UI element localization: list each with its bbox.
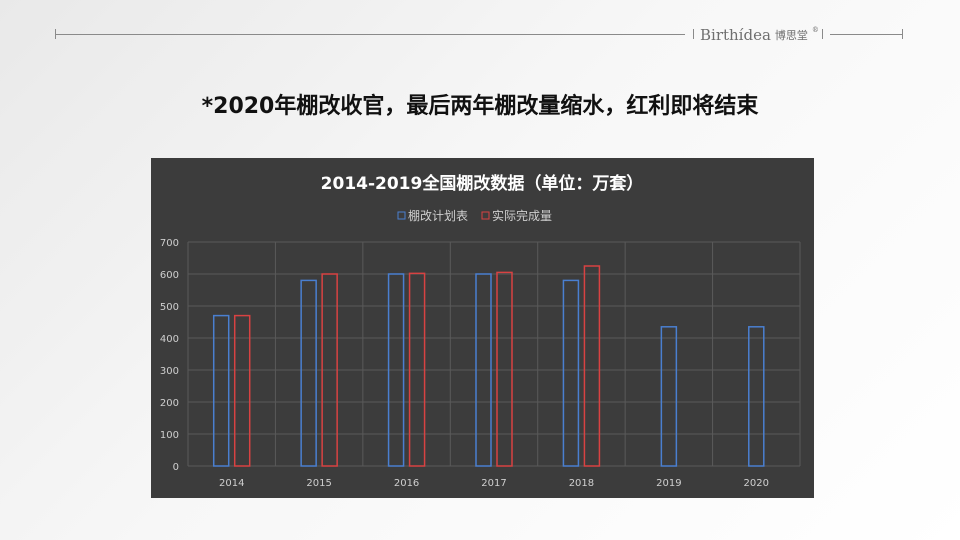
bar-actual-2016 bbox=[408, 272, 426, 467]
chart-panel: 2014-2019全国棚改数据（单位：万套） 棚改计划表 实际完成量 0 100 200 3… bbox=[151, 158, 814, 498]
x-tick-label: 2020 bbox=[744, 478, 769, 489]
chart-title: 2014-2019全国棚改数据（单位：万套） bbox=[321, 173, 644, 194]
bar-actual-2017 bbox=[496, 271, 513, 467]
x-tick-label: 2015 bbox=[306, 478, 331, 489]
x-tick-label: 2016 bbox=[394, 478, 419, 489]
y-tick-label: 500 bbox=[160, 302, 179, 313]
bar-plan-2020 bbox=[748, 326, 765, 467]
x-tick-label: 2017 bbox=[481, 478, 506, 489]
slide-title: *2020年棚改收官，最后两年棚改量缩水，红利即将结束 bbox=[201, 94, 759, 119]
x-tick-label: 2018 bbox=[569, 478, 594, 489]
bar-plan-2019 bbox=[660, 326, 678, 467]
x-tick-label: 2019 bbox=[656, 478, 681, 489]
bar-chart: 2014-2019全国棚改数据（单位：万套） 棚改计划表 实际完成量 0 100 200 3… bbox=[160, 173, 801, 489]
bar-actual-2018 bbox=[583, 265, 601, 467]
header-tick-brand-right bbox=[822, 29, 823, 39]
brand-cn: 博思堂 bbox=[774, 29, 808, 42]
brand-latin: Birthídea bbox=[700, 26, 771, 44]
bar-plan-2016 bbox=[387, 273, 405, 467]
y-tick-label: 300 bbox=[160, 366, 179, 377]
bar-plan-2014 bbox=[212, 314, 230, 467]
legend-label-2: 实际完成量 bbox=[492, 208, 552, 223]
legend-swatch-2 bbox=[481, 211, 490, 220]
x-tick-label: 2014 bbox=[219, 478, 244, 489]
brand-mark: ® bbox=[811, 26, 819, 34]
bar-plan-2018 bbox=[562, 279, 580, 467]
bar-plan-2017 bbox=[475, 273, 492, 467]
header-tick-right bbox=[902, 29, 903, 39]
legend-label-1: 棚改计划表 bbox=[408, 208, 468, 223]
y-tick-label: 200 bbox=[160, 398, 179, 409]
header-tick-brand-left bbox=[693, 29, 694, 39]
header-tick-left bbox=[55, 29, 56, 39]
y-tick-label: 0 bbox=[173, 462, 179, 473]
bar-actual-2014 bbox=[233, 314, 251, 467]
bar-plan-2015 bbox=[300, 279, 317, 467]
y-tick-label: 700 bbox=[160, 238, 179, 249]
legend-swatch-1 bbox=[397, 211, 406, 220]
brand-logo: Birthídea 博思堂 ® bbox=[700, 25, 819, 45]
y-tick-label: 400 bbox=[160, 334, 179, 345]
header-rule-left bbox=[55, 34, 685, 35]
y-tick-label: 600 bbox=[160, 270, 179, 281]
bar-actual-2015 bbox=[321, 273, 338, 467]
y-tick-label: 100 bbox=[160, 430, 179, 441]
header-rule-right bbox=[830, 34, 902, 35]
